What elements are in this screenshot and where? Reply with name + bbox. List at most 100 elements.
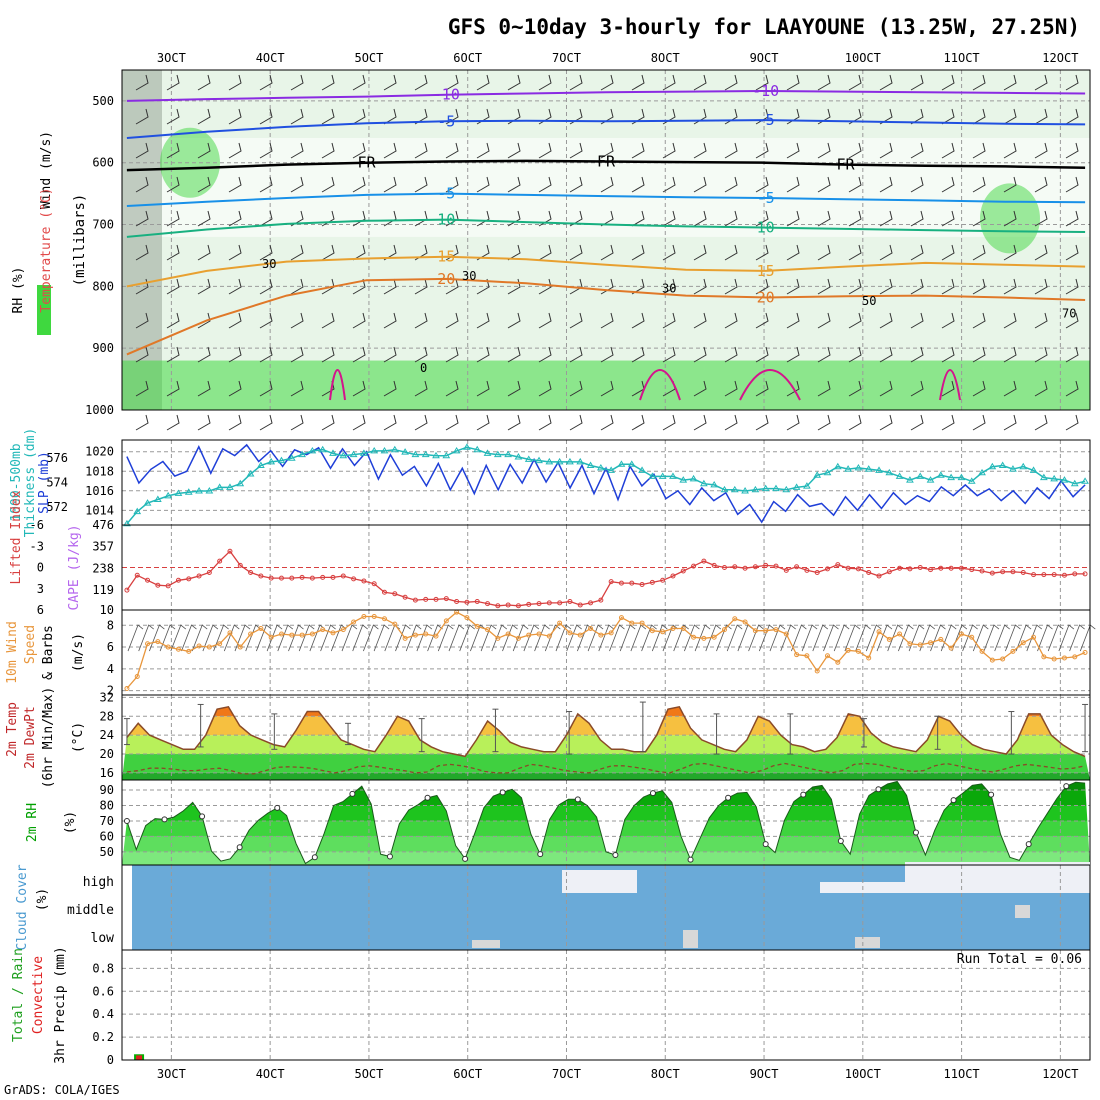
time-tick-top: 6OCT (453, 51, 482, 65)
thickness-point (803, 482, 811, 489)
wind-barb (662, 176, 676, 193)
thickness-point (751, 485, 760, 493)
contour-label: -5 (437, 112, 455, 130)
li-point (423, 596, 429, 602)
thickness-point (885, 468, 894, 476)
wind-barb (972, 312, 986, 329)
wind-barb (569, 312, 583, 329)
wind-barb (259, 74, 273, 91)
wind-barb (166, 108, 180, 125)
rh-point (574, 796, 581, 803)
wind-barb (755, 244, 769, 261)
wind-barb (724, 380, 738, 397)
cloud-low-block (1015, 905, 1030, 918)
wind-10m-barb (791, 624, 807, 652)
wind-tick: 2 (107, 684, 114, 698)
wind-speed-point (526, 632, 532, 638)
pressure-axis-label: (millibars) (72, 194, 88, 287)
li-point (742, 565, 748, 571)
contour-FR (126, 159, 1086, 172)
wind-speed-point (804, 653, 810, 659)
wind-barb (228, 244, 242, 261)
wind-speed-point (1020, 640, 1026, 646)
wind-barb (166, 142, 180, 159)
wind-barb (569, 278, 583, 295)
wind-speed-point (546, 633, 552, 639)
wind-barb (569, 346, 583, 363)
time-tick-bottom: 9OCT (750, 1067, 779, 1081)
wind-barb (786, 74, 800, 91)
wind-barb (290, 414, 304, 431)
wind-speed-point (845, 647, 851, 653)
li-point (248, 569, 254, 575)
thickness-point (627, 460, 636, 467)
rh-contour-label: 70 (1062, 306, 1076, 320)
wind-barb (352, 244, 366, 261)
chart-title: GFS 0~10day 3-hourly for LAAYOUNE (13.25… (448, 15, 1080, 39)
wind-speed-point (608, 630, 614, 636)
wind-10m-barb (320, 624, 336, 652)
wind-tick: 8 (107, 618, 114, 632)
wind-barb (817, 142, 831, 159)
li-point (979, 568, 985, 574)
li-point (258, 573, 264, 579)
wind-barb (972, 380, 986, 397)
thickness-point (638, 466, 646, 473)
wind-speed-point (299, 632, 305, 638)
rh-point (612, 851, 619, 858)
wind-10m-barb (930, 624, 946, 652)
slp-tick: 1018 (85, 464, 114, 478)
wind-barb (693, 244, 707, 261)
thickness-label-2: Thickness (dm) (23, 428, 38, 538)
wind-barb (972, 346, 986, 363)
wind-label-3: & Barbs (41, 625, 56, 680)
wind-speed-point (629, 620, 635, 626)
wind-barb (1034, 346, 1048, 363)
rh-legend-swatch (37, 285, 51, 335)
wind-barb (445, 312, 459, 329)
wind-barb (631, 142, 645, 159)
li-point (309, 575, 315, 581)
wind-barb (1003, 210, 1017, 227)
li-point (474, 599, 480, 604)
li-label: Lifted Index (9, 490, 24, 584)
wind-10m-barb (908, 624, 925, 652)
wind-barb (538, 380, 552, 397)
wind-10m-barb (726, 624, 743, 652)
wind-barb (910, 74, 924, 91)
thickness-point (617, 460, 626, 467)
wind-10m-barb (459, 624, 475, 652)
li-point (237, 562, 243, 568)
thickness-point (916, 472, 925, 479)
wind-10m-barb (437, 624, 454, 652)
thickness-point (875, 466, 883, 473)
wind-speed-point (577, 632, 583, 638)
time-tick-bottom: 7OCT (552, 1067, 581, 1081)
wind-barb (693, 312, 707, 329)
rh-point (912, 829, 919, 836)
li-point (464, 599, 470, 605)
li-point (1082, 571, 1088, 577)
li-point (701, 558, 707, 564)
wind-speed-point (948, 645, 954, 651)
wind-barb (631, 312, 645, 329)
thickness-point (349, 450, 358, 458)
wind-axis-label: Wind (m/s) (39, 131, 54, 209)
wind-barb (724, 244, 738, 261)
wind-speed-point (474, 623, 480, 629)
wind-speed-point (732, 616, 738, 622)
dry-band (122, 138, 1090, 237)
wind-barb (290, 278, 304, 295)
contour-label: 10 (437, 211, 455, 229)
wind-10m-barb (577, 624, 593, 652)
contour-label: -5 (757, 111, 775, 129)
li-point (794, 564, 800, 570)
rh-shade-boundary (122, 360, 1090, 410)
wind-barb (817, 244, 831, 261)
slp-tick: 1014 (85, 503, 114, 517)
li-point (732, 564, 738, 570)
wind-barb (507, 278, 521, 295)
wind-barb (879, 414, 893, 431)
thickness-point (452, 446, 461, 454)
rh-point (123, 817, 130, 824)
